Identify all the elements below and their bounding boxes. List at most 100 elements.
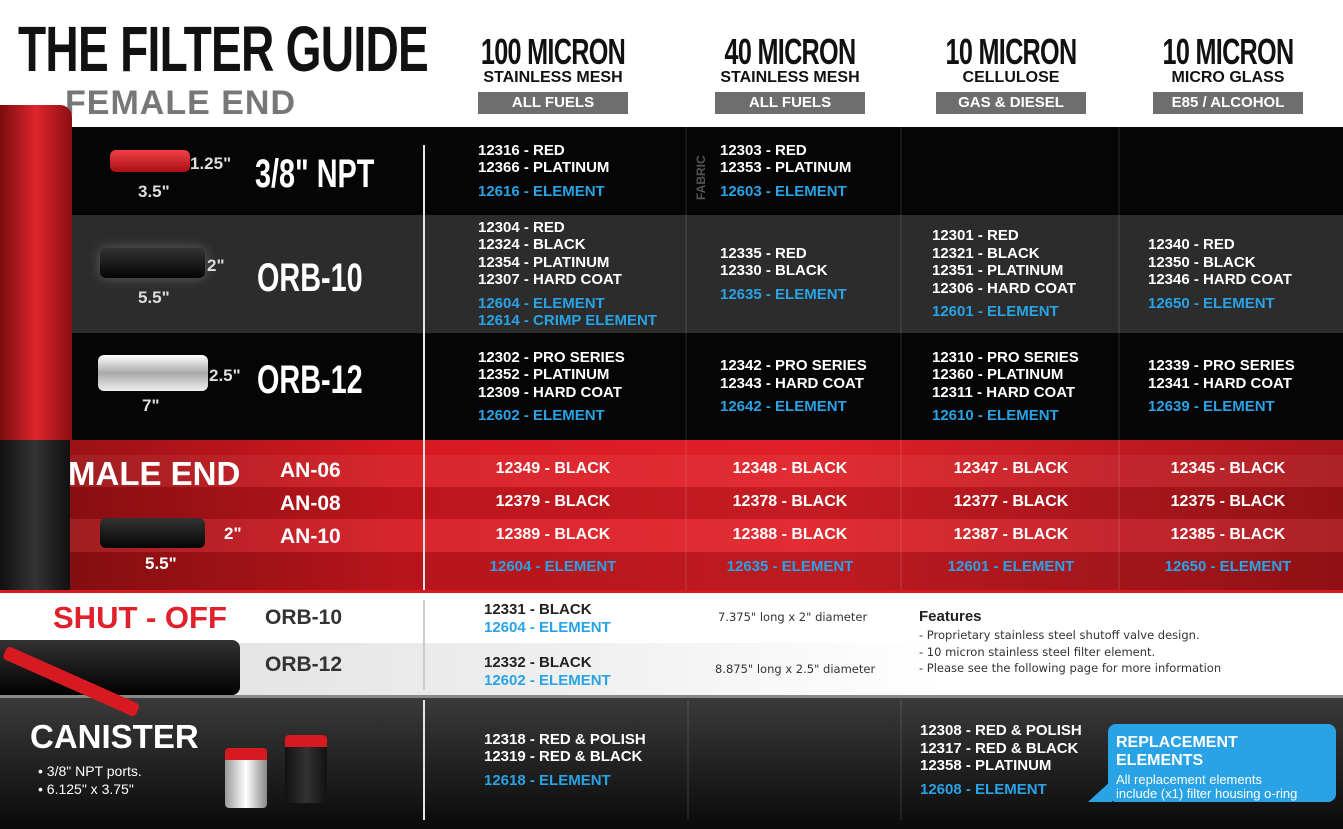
divider bbox=[423, 600, 425, 690]
part-number: 12301 - RED bbox=[932, 227, 1019, 245]
fabric-note: FABRIC bbox=[694, 155, 708, 200]
part-number: 12350 - BLACK bbox=[1148, 253, 1256, 271]
part-number: 12366 - PLATINUM bbox=[478, 159, 610, 177]
dimension-label: 1.25" bbox=[190, 154, 232, 173]
element-part-number: 12639 - ELEMENT bbox=[1148, 398, 1275, 416]
row-band-orb10 bbox=[0, 215, 1343, 333]
part-number: 12358 - PLATINUM bbox=[920, 757, 1052, 774]
part-number: 12346 - HARD COAT bbox=[1148, 271, 1292, 288]
dimension-label: 2" bbox=[207, 256, 225, 275]
element-part-number: 12635 - ELEMENT bbox=[720, 285, 847, 303]
part-number: 12321 - BLACK bbox=[932, 244, 1040, 262]
column-header: 100 MICRON STAINLESS MESH ALL FUELS bbox=[448, 34, 658, 114]
row-band-npt bbox=[0, 127, 1343, 215]
part-number: 12342 - PRO SERIES bbox=[720, 357, 867, 375]
divider bbox=[900, 127, 902, 590]
orb12-filter-image bbox=[98, 355, 208, 391]
part-cell: 12318 - RED & POLISH 12319 - RED & BLACK 1… bbox=[484, 700, 646, 820]
part-number: 12316 - RED bbox=[478, 141, 565, 159]
callout-pointer bbox=[1088, 780, 1112, 802]
divider bbox=[423, 145, 425, 590]
part-number: 12332 - BLACK bbox=[484, 654, 592, 671]
part-number: 12351 - PLATINUM bbox=[932, 262, 1064, 280]
part-number: 12360 - PLATINUM bbox=[932, 366, 1064, 383]
element-part-number: 12650 - ELEMENT bbox=[1164, 558, 1292, 575]
male-row-label: AN-06 bbox=[280, 459, 341, 482]
male-stripe bbox=[0, 455, 1343, 487]
filter-material: STAINLESS MESH bbox=[483, 69, 623, 86]
part-cell: 12308 - RED & POLISH 12317 - RED & BLACK 1… bbox=[920, 700, 1082, 820]
fuel-badge: GAS & DIESEL bbox=[936, 92, 1086, 114]
element-part-number: 12601 - ELEMENT bbox=[947, 558, 1075, 575]
callout-text: All replacement elements bbox=[1116, 772, 1262, 787]
part-number: 12339 - PRO SERIES bbox=[1148, 357, 1295, 375]
element-part-number: 12618 - ELEMENT bbox=[484, 771, 611, 789]
micron-rating: 40 MICRON bbox=[724, 31, 857, 72]
element-part-number: 12603 - ELEMENT bbox=[720, 182, 847, 200]
part-number: 12317 - RED & BLACK bbox=[920, 739, 1079, 757]
spec-item: • 3/8" NPT ports. bbox=[38, 763, 142, 779]
part-number: 12343 - HARD COAT bbox=[720, 374, 864, 392]
filter-material: CELLULOSE bbox=[962, 69, 1060, 86]
shutoff-row-label: ORB-10 bbox=[265, 606, 343, 629]
column-header: 10 MICRON MICRO GLASS E85 / ALCOHOL bbox=[1123, 34, 1333, 114]
part-number: 12375 - BLACK bbox=[1170, 493, 1286, 510]
canister-heading: CANISTER bbox=[30, 718, 199, 755]
part-number: 12310 - PRO SERIES bbox=[932, 348, 1079, 366]
row-label-orb12: ORB-12 bbox=[257, 358, 363, 402]
element-part-number: 12614 - CRIMP ELEMENT bbox=[478, 312, 657, 329]
dimension-label: 2" bbox=[224, 524, 242, 543]
part-number: 12307 - HARD COAT bbox=[478, 271, 622, 288]
dimension-label: 3.5" bbox=[138, 182, 170, 201]
part-number: 12385 - BLACK bbox=[1170, 526, 1286, 543]
part-number: 12387 - BLACK bbox=[953, 526, 1069, 543]
element-part-number: 12602 - ELEMENT bbox=[478, 407, 605, 424]
part-number: 12340 - RED bbox=[1148, 236, 1235, 253]
filter-material: STAINLESS MESH bbox=[720, 69, 860, 86]
row-label-orb10: ORB-10 bbox=[257, 256, 363, 300]
element-part-number: 12610 - ELEMENT bbox=[932, 407, 1059, 424]
part-number: 12352 - PLATINUM bbox=[478, 366, 610, 383]
part-number: 12304 - RED bbox=[478, 218, 565, 236]
divider bbox=[900, 700, 902, 820]
female-end-heading: FEMALE END bbox=[65, 84, 296, 122]
spec-item: • 6.125" x 3.75" bbox=[38, 781, 134, 797]
micron-rating: 10 MICRON bbox=[945, 31, 1078, 72]
element-part-number: 12601 - ELEMENT bbox=[932, 303, 1059, 321]
canister-black-image bbox=[285, 735, 327, 803]
part-number: 12303 - RED bbox=[720, 141, 807, 159]
large-filter-image bbox=[0, 105, 72, 440]
canister-specs: • 3/8" NPT ports. • 6.125" x 3.75" bbox=[38, 762, 142, 798]
part-number: 12341 - HARD COAT bbox=[1148, 374, 1292, 392]
part-number: 12308 - RED & POLISH bbox=[920, 722, 1082, 739]
part-number: 12330 - BLACK bbox=[720, 262, 828, 280]
row-label-npt: 3/8" NPT bbox=[255, 152, 375, 196]
part-cell: 12316 - RED 12366 - PLATINUM 12616 - ELEME… bbox=[478, 127, 609, 215]
part-cell: 12340 - RED 12350 - BLACK 12346 - HARD COA… bbox=[1148, 215, 1292, 333]
fuel-badge: E85 / ALCOHOL bbox=[1153, 92, 1303, 114]
shutoff-cell: 12331 - BLACK 12604 - ELEMENT bbox=[484, 601, 611, 636]
element-part-number: 12616 - ELEMENT bbox=[478, 182, 605, 200]
divider bbox=[687, 700, 689, 820]
male-filter-image bbox=[100, 518, 205, 548]
part-number: 12324 - BLACK bbox=[478, 236, 586, 253]
shutoff-heading: SHUT - OFF bbox=[53, 600, 227, 635]
element-part-number: 12642 - ELEMENT bbox=[720, 398, 847, 416]
divider bbox=[423, 700, 425, 820]
row-band-orb12 bbox=[0, 333, 1343, 440]
male-end-heading: MALE END bbox=[68, 455, 241, 492]
dimension-label: 7" bbox=[142, 396, 160, 415]
part-number: 12377 - BLACK bbox=[953, 493, 1069, 510]
element-part-number: 12602 - ELEMENT bbox=[484, 671, 611, 689]
part-cell: 12342 - PRO SERIES 12343 - HARD COAT 12642… bbox=[720, 333, 867, 440]
page-title: THE FILTER GUIDE bbox=[18, 13, 429, 85]
part-cell: 12339 - PRO SERIES 12341 - HARD COAT 12639… bbox=[1148, 333, 1295, 440]
part-number: 12306 - HARD COAT bbox=[932, 279, 1076, 297]
part-number: 12335 - RED bbox=[720, 244, 807, 262]
element-part-number: 12650 - ELEMENT bbox=[1148, 294, 1275, 312]
part-number: 12354 - PLATINUM bbox=[478, 253, 610, 271]
element-part-number: 12604 - ELEMENT bbox=[489, 558, 617, 575]
feature-item: - Proprietary stainless steel shutoff va… bbox=[919, 628, 1200, 642]
dimension-label: 5.5" bbox=[145, 554, 177, 573]
features-list: - Proprietary stainless steel shutoff va… bbox=[919, 627, 1221, 677]
